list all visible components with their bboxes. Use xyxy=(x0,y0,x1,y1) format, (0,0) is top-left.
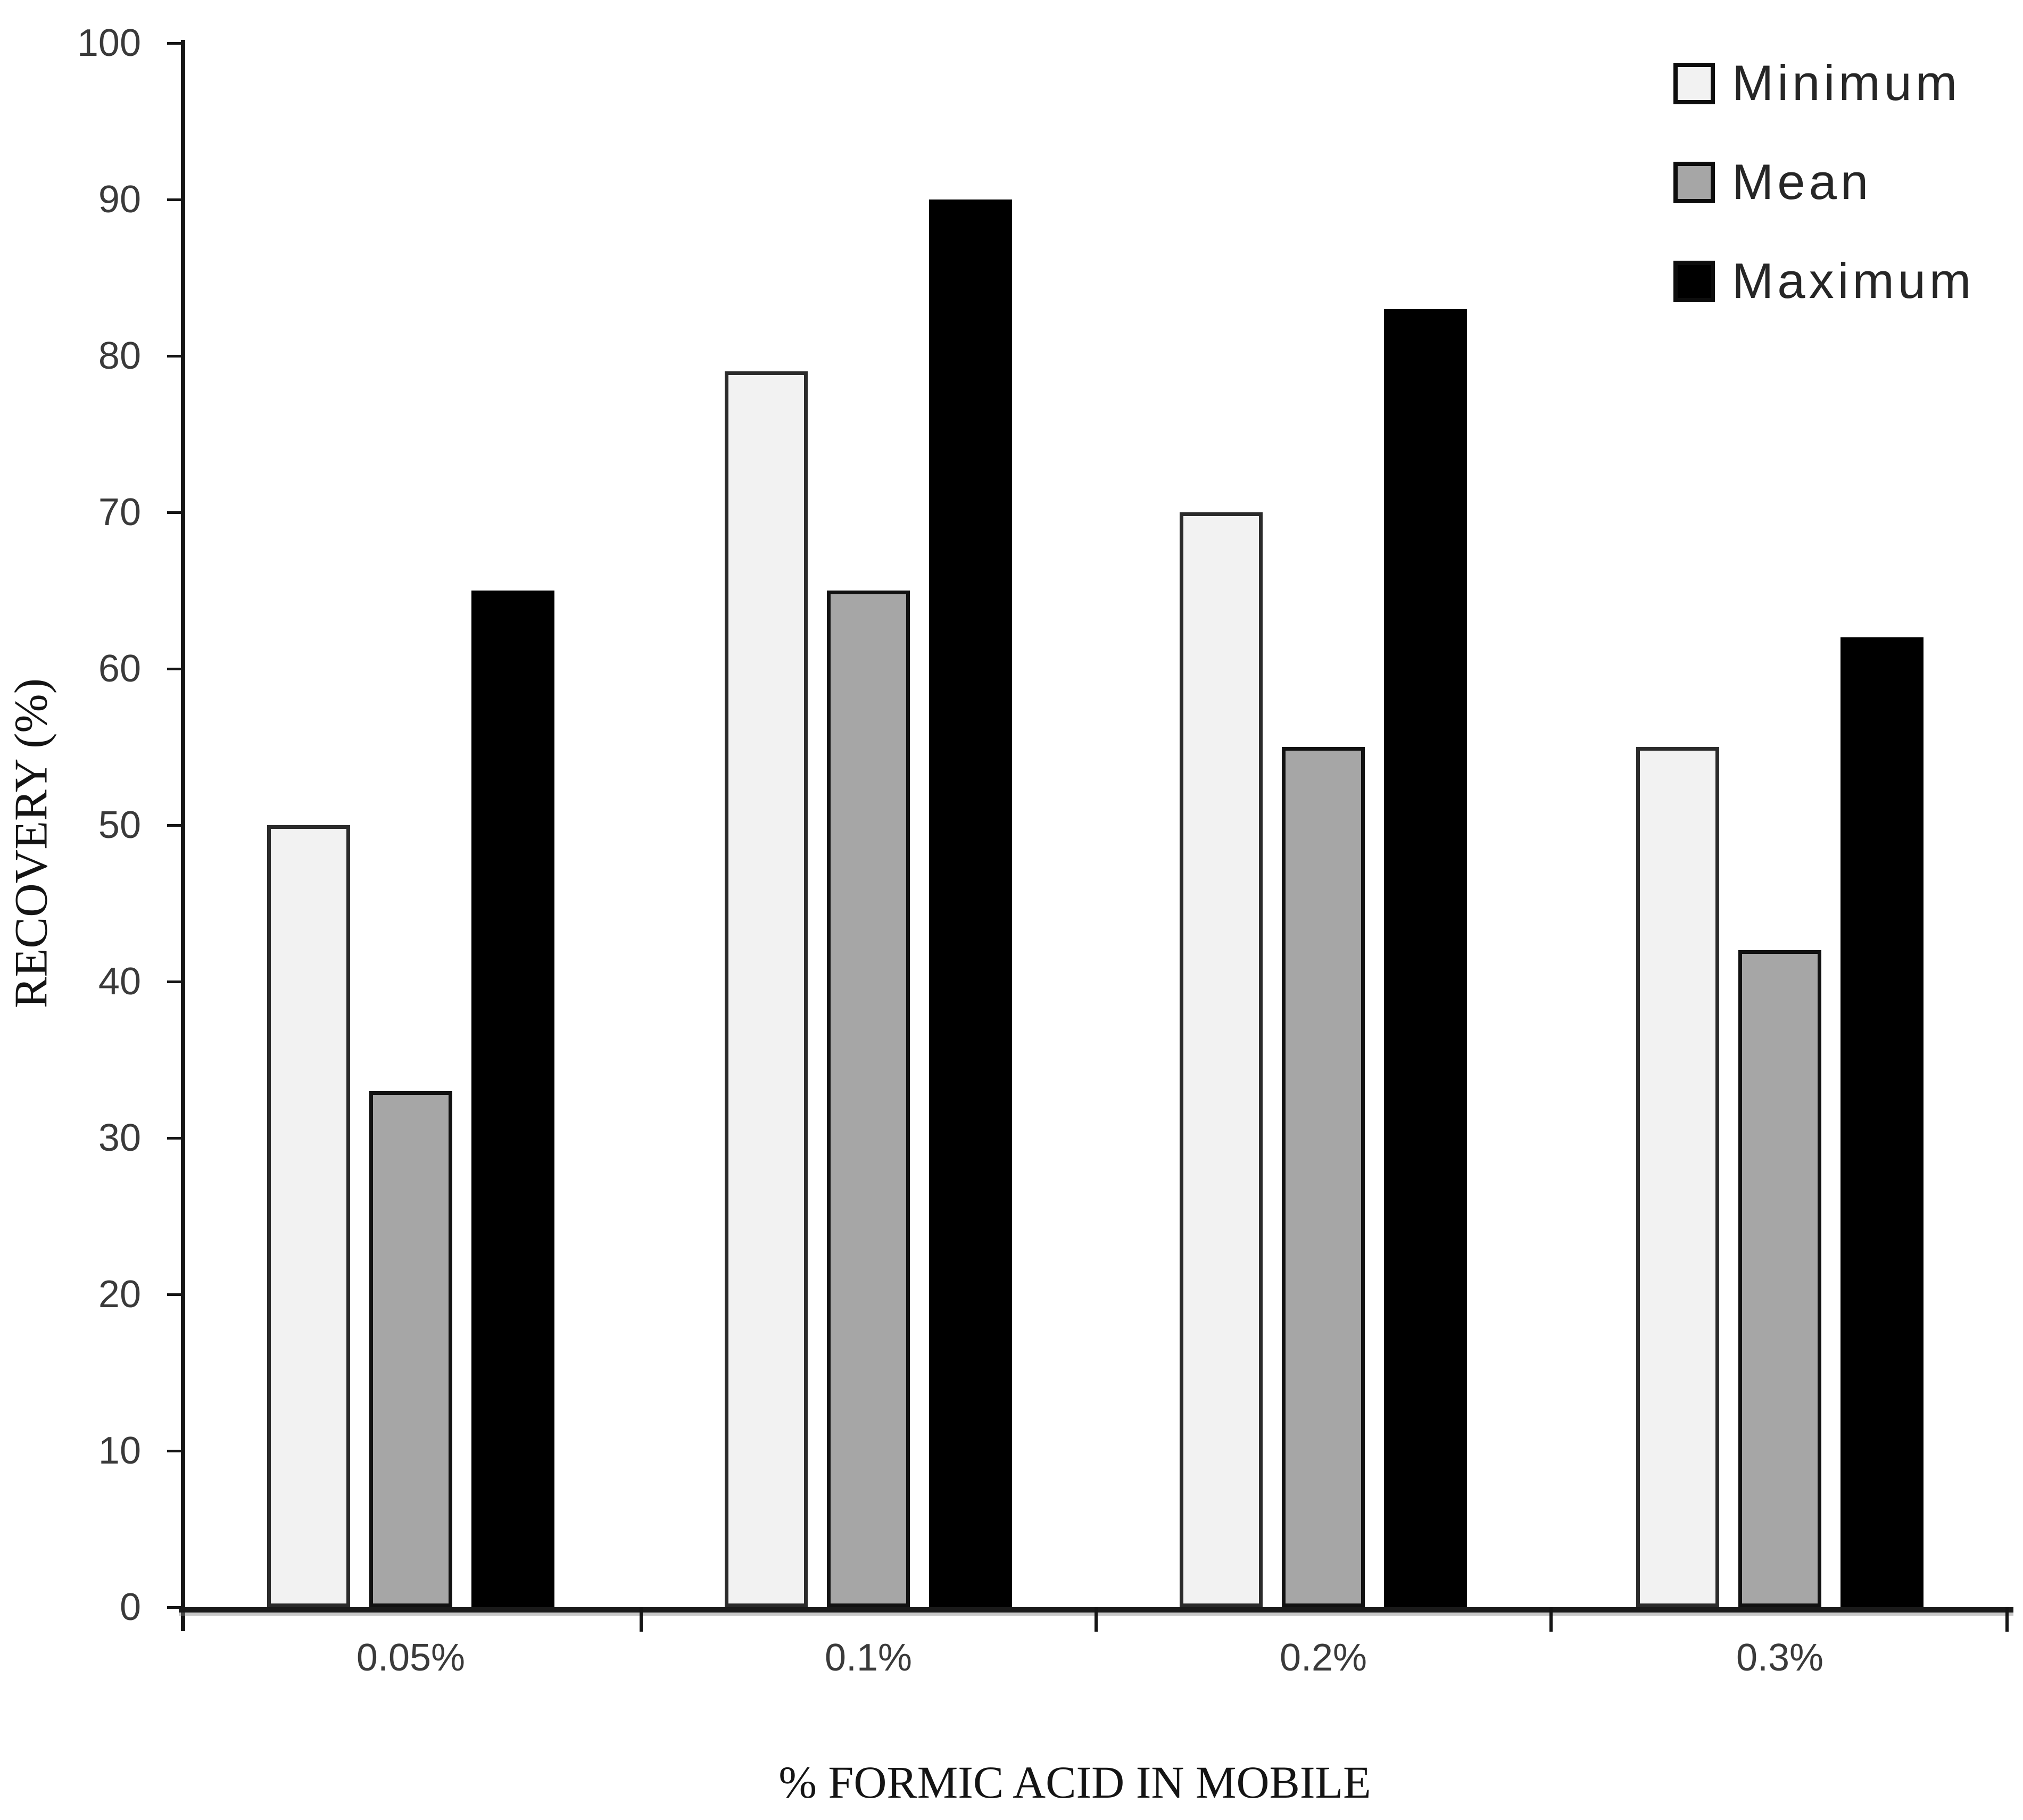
bar-minimum-0.3% xyxy=(1636,747,1719,1607)
y-tick-50 xyxy=(167,824,181,827)
y-tick-40 xyxy=(167,980,181,983)
y-tick-60 xyxy=(167,668,181,670)
bar-mean-0.3% xyxy=(1738,950,1821,1607)
y-tick-20 xyxy=(167,1293,181,1296)
y-tick-label-70: 70 xyxy=(98,491,141,534)
category-label-0.2%: 0.2% xyxy=(1279,1636,1367,1679)
y-tick-label-30: 30 xyxy=(98,1117,141,1159)
bar-maximum-0.05% xyxy=(471,591,554,1607)
category-label-0.05%: 0.05% xyxy=(356,1636,466,1679)
y-tick-label-90: 90 xyxy=(98,178,141,221)
bar-minimum-0.2% xyxy=(1180,512,1263,1607)
legend-label-mean: Mean xyxy=(1732,154,1872,210)
y-tick-80 xyxy=(167,355,181,358)
y-tick-label-100: 100 xyxy=(77,22,141,64)
x-tick-3 xyxy=(2005,1607,2009,1632)
y-tick-label-10: 10 xyxy=(98,1430,141,1472)
x-tick-0 xyxy=(640,1607,643,1632)
legend-label-maximum: Maximum xyxy=(1732,253,1975,309)
legend-swatch-maximum-icon xyxy=(1673,261,1715,302)
y-tick-0 xyxy=(167,1606,181,1609)
bar-minimum-0.05% xyxy=(267,825,350,1607)
legend-swatch-minimum-icon xyxy=(1673,63,1715,104)
y-tick-70 xyxy=(167,511,181,514)
y-tick-label-40: 40 xyxy=(98,960,141,1003)
legend-swatch-mean-icon xyxy=(1673,162,1715,203)
bar-maximum-0.3% xyxy=(1840,637,1923,1607)
bar-mean-0.05% xyxy=(369,1091,452,1607)
y-tick-label-50: 50 xyxy=(98,804,141,846)
y-tick-label-80: 80 xyxy=(98,335,141,377)
bar-maximum-0.2% xyxy=(1384,309,1467,1607)
category-label-0.1%: 0.1% xyxy=(824,1636,913,1679)
y-tick-label-0: 0 xyxy=(119,1586,141,1628)
y-tick-90 xyxy=(167,198,181,201)
legend-label-minimum: Minimum xyxy=(1732,55,1961,111)
bar-mean-0.1% xyxy=(827,591,910,1607)
bar-maximum-0.1% xyxy=(929,200,1012,1607)
bar-minimum-0.1% xyxy=(725,371,808,1607)
y-tick-30 xyxy=(167,1137,181,1140)
y-tick-label-20: 20 xyxy=(98,1273,141,1316)
y-tick-10 xyxy=(167,1450,181,1452)
y-tick-label-60: 60 xyxy=(98,647,141,690)
category-label-0.3%: 0.3% xyxy=(1736,1636,1824,1679)
x-tick-1 xyxy=(1095,1607,1098,1632)
bar-mean-0.2% xyxy=(1282,747,1365,1607)
x-axis-title: % FORMIC ACID IN MOBILE xyxy=(778,1757,1371,1808)
y-tick-100 xyxy=(167,42,181,45)
y-axis-line xyxy=(181,40,185,1631)
x-tick-2 xyxy=(1549,1607,1553,1632)
